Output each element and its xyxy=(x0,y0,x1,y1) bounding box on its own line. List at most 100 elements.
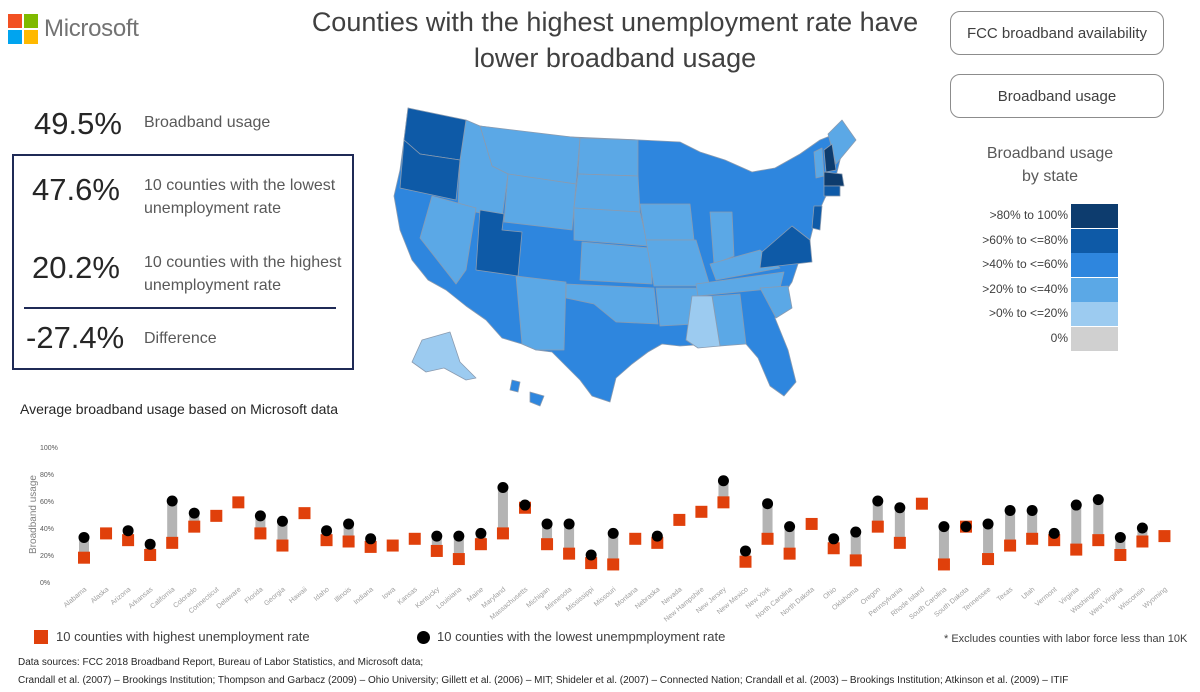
map-legend-label: >40% to <=60% xyxy=(982,257,1068,271)
fcc-broadband-availability-button[interactable]: FCC broadband availability xyxy=(950,11,1164,55)
low-unemployment-marker xyxy=(519,499,531,511)
low-unemployment-marker xyxy=(894,502,906,514)
high-unemployment-marker xyxy=(320,534,333,547)
range-bar xyxy=(762,503,773,539)
low-unemployment-marker xyxy=(938,521,950,533)
range-bar xyxy=(497,487,508,534)
low-unemployment-marker xyxy=(607,527,619,539)
legend-low-marker xyxy=(417,631,430,644)
range-bar xyxy=(79,537,89,558)
state-connecticut xyxy=(823,185,841,197)
state-south-dakota xyxy=(573,173,641,213)
x-tick-label: Massachusetts xyxy=(489,586,530,622)
low-unemployment-marker xyxy=(850,526,862,538)
range-bar xyxy=(872,501,883,527)
range-bar xyxy=(1071,505,1082,550)
range-bar xyxy=(167,501,178,543)
legend-high-label: 10 counties with highest unemployment ra… xyxy=(56,629,310,644)
sources-line-2: Crandall et al. (2007) – Brookings Insti… xyxy=(18,675,1069,686)
range-bar xyxy=(189,513,200,527)
chart-subtitle: Average broadband usage based on Microso… xyxy=(20,401,339,417)
low-unemployment-marker xyxy=(188,507,200,519)
x-tick-label: Texas xyxy=(996,586,1015,603)
legend-low-label: 10 counties with the lowest unempmployme… xyxy=(437,629,726,644)
difference-label: Difference xyxy=(144,330,217,347)
state-nevada xyxy=(419,195,477,285)
high-unemployment-marker xyxy=(408,532,421,545)
low-unemployment-marker xyxy=(166,495,178,507)
us-broadband-map xyxy=(393,107,857,407)
high-unemployment-marker xyxy=(254,527,267,540)
high-unemployment-marker xyxy=(1004,539,1017,552)
high-unemployment-marker xyxy=(144,549,157,561)
low-unemployment-marker xyxy=(365,533,377,545)
x-tick-label: Utah xyxy=(1021,586,1037,601)
difference-value: -27.4% xyxy=(26,320,125,355)
state-new-mexico xyxy=(515,275,567,351)
broadband-usage-button[interactable]: Broadband usage xyxy=(950,74,1164,118)
high-unemployment-marker xyxy=(100,527,113,540)
low-unemployment-marker xyxy=(497,482,509,493)
high-unemployment-marker xyxy=(783,547,796,560)
logo-square-green xyxy=(24,14,38,28)
low-unemployment-marker xyxy=(982,518,994,530)
map-legend-label: 0% xyxy=(1050,330,1068,345)
low-unemployment-marker xyxy=(541,518,553,530)
range-bar xyxy=(1027,510,1038,539)
x-tick-label: Illinois xyxy=(333,586,353,604)
x-tick-label: New Hampshire xyxy=(663,586,706,623)
high-unemployment-marker xyxy=(1158,530,1171,543)
x-tick-label: Iowa xyxy=(381,586,397,601)
high-unemployment-marker xyxy=(761,532,774,545)
lowest-unemployment-value: 47.6% xyxy=(32,172,120,207)
lowest-unemployment-label: 10 counties with the lowest unemployment… xyxy=(144,174,335,220)
highest-unemployment-label-line-2: unemployment rate xyxy=(144,277,281,294)
high-unemployment-marker xyxy=(717,496,730,509)
range-bar xyxy=(542,523,553,545)
y-tick-label: 0% xyxy=(40,580,50,587)
high-unemployment-marker xyxy=(982,553,995,566)
microsoft-logo: Microsoft xyxy=(8,14,139,44)
map-legend-label: >80% to 100% xyxy=(989,208,1068,222)
low-unemployment-marker xyxy=(122,525,134,537)
high-unemployment-marker xyxy=(937,558,950,571)
range-bar xyxy=(453,536,464,560)
map-legend-swatch xyxy=(1071,302,1118,326)
map-legend-title: Broadband usage by state xyxy=(960,142,1140,188)
lowest-unemployment-label-line-2: unemployment rate xyxy=(144,200,281,217)
low-unemployment-marker xyxy=(254,510,266,522)
x-tick-label: Ohio xyxy=(822,586,838,601)
x-tick-label: Alabama xyxy=(63,586,89,609)
logo-square-blue xyxy=(8,30,22,44)
low-unemployment-marker xyxy=(1026,504,1038,516)
logo-square-red xyxy=(8,14,22,28)
y-tick-label: 40% xyxy=(40,526,54,533)
microsoft-logo-icon xyxy=(8,14,38,44)
low-unemployment-marker xyxy=(475,527,487,539)
lowest-unemployment-label-line-1: 10 counties with the lowest xyxy=(144,177,336,194)
highest-unemployment-value: 20.2% xyxy=(32,250,120,285)
state-wyoming xyxy=(503,173,577,231)
high-unemployment-marker xyxy=(849,554,862,567)
range-bar xyxy=(1093,499,1104,541)
x-tick-label: Alaska xyxy=(90,586,111,605)
map-legend-row: >60% to <=80% xyxy=(940,228,1118,253)
x-tick-label: Wyoming xyxy=(1142,586,1169,610)
high-unemployment-marker xyxy=(1026,532,1039,545)
low-unemployment-marker xyxy=(1114,531,1126,543)
high-unemployment-marker xyxy=(430,544,443,557)
high-unemployment-marker xyxy=(541,538,554,551)
map-legend-row: >20% to <=40% xyxy=(940,277,1118,302)
state-hawaii xyxy=(509,379,545,407)
low-unemployment-marker xyxy=(321,525,333,537)
low-unemployment-marker xyxy=(276,515,288,527)
low-unemployment-marker xyxy=(740,545,751,557)
low-unemployment-marker xyxy=(1070,499,1082,511)
range-bar xyxy=(894,507,905,543)
map-legend-row: >80% to 100% xyxy=(940,204,1118,228)
x-tick-label: California xyxy=(149,586,176,610)
low-unemployment-marker xyxy=(872,495,884,507)
state-iowa xyxy=(639,203,695,241)
range-bar xyxy=(718,480,729,503)
x-tick-label: Vermont xyxy=(1034,586,1059,608)
